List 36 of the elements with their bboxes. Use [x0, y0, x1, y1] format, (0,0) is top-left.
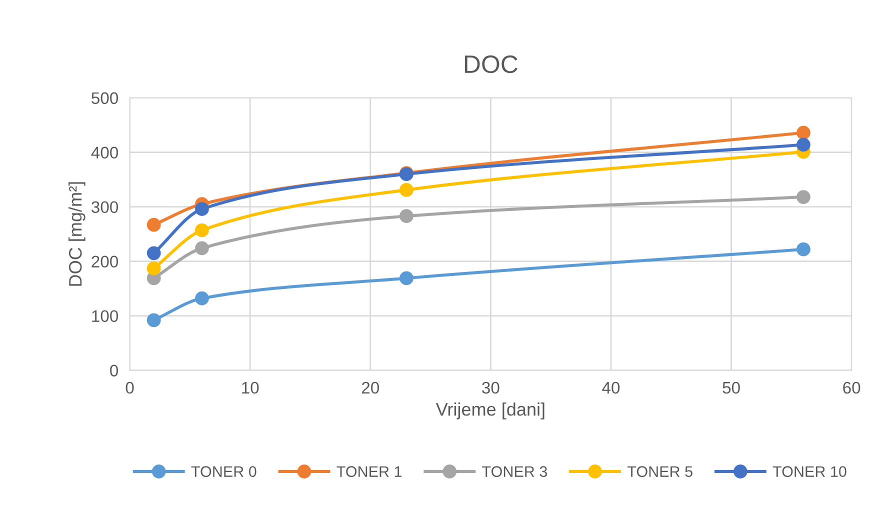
point — [146, 246, 161, 260]
chart-title: DOC — [464, 55, 518, 74]
point — [195, 223, 209, 238]
x-axis-title: Vrijeme [dani] — [436, 402, 544, 420]
legend-label: TONER 0 — [191, 466, 256, 478]
legend-label: TONER 10 — [772, 466, 846, 478]
x-tick-label: 30 — [482, 382, 500, 394]
x-tick-label: 60 — [843, 382, 860, 394]
x-tick-label: 10 — [242, 382, 259, 394]
legend-label: TONER 5 — [627, 466, 692, 478]
point — [146, 261, 161, 276]
point — [796, 242, 810, 256]
point — [146, 218, 161, 232]
legend-label: TONER 1 — [336, 466, 402, 478]
y-tick-label: 100 — [92, 310, 118, 322]
point — [796, 190, 810, 204]
y-tick-label: 0 — [110, 364, 118, 377]
y-axis-title: DOC [mg/m²] — [68, 182, 86, 286]
x-tick-label: 0 — [126, 382, 134, 394]
y-tick-label: 300 — [92, 201, 118, 214]
x-tick-label: 20 — [362, 382, 380, 394]
point — [195, 241, 209, 256]
x-tick-label: 50 — [722, 382, 740, 394]
point — [195, 202, 209, 216]
y-tick-label: 500 — [92, 92, 118, 104]
point — [796, 138, 810, 152]
legend-label: TONER 3 — [482, 466, 547, 478]
y-tick-label: 400 — [91, 146, 118, 159]
y-tick-label: 200 — [92, 256, 118, 268]
x-tick-label: 40 — [602, 382, 620, 394]
point — [400, 271, 414, 286]
point — [796, 126, 810, 140]
point — [146, 313, 161, 328]
point — [195, 291, 209, 306]
point — [400, 209, 414, 224]
point — [400, 183, 414, 197]
